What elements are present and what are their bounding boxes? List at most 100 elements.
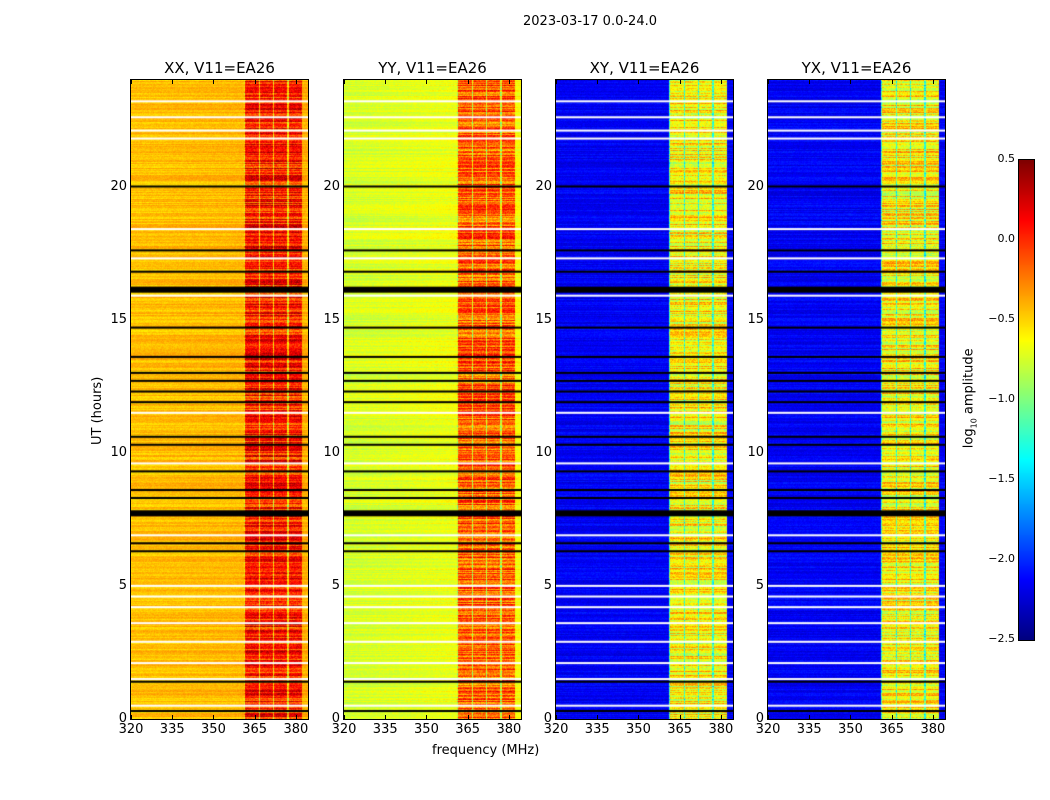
- figure-title: 2023-03-17 0.0-24.0: [523, 14, 657, 29]
- x-tick-mark: [295, 715, 297, 719]
- x-tick-mark: [768, 715, 769, 719]
- x-axis-label: frequency (MHz): [432, 743, 540, 758]
- x-tick-mark: [385, 80, 387, 84]
- y-tick-label: 10: [535, 444, 552, 460]
- y-tick-label: 0: [331, 711, 340, 726]
- y-tick-label: 15: [747, 311, 764, 327]
- x-tick-mark: [932, 80, 934, 84]
- x-tick-label: 365: [455, 722, 481, 737]
- x-tick-mark: [254, 715, 256, 719]
- y-tick-label: 10: [747, 444, 764, 460]
- x-tick-mark: [597, 715, 599, 719]
- y-tick-label: 20: [535, 178, 552, 194]
- x-tick-mark: [131, 80, 132, 84]
- x-tick-mark: [426, 715, 428, 719]
- x-tick-label: 320: [755, 722, 781, 737]
- x-tick-label: 335: [584, 722, 610, 737]
- x-tick-mark: [597, 80, 599, 84]
- colorbar-label-rest: amplitude: [961, 348, 977, 419]
- panel-title: YY, V11=EA26: [378, 59, 487, 77]
- x-tick-mark: [850, 715, 852, 719]
- colorbar-tick-label: −0.5: [988, 312, 1015, 325]
- panel-title: XY, V11=EA26: [589, 59, 700, 77]
- heatmap-image: [768, 80, 945, 719]
- x-tick-label: 350: [626, 722, 651, 737]
- panel-title: XX, V11=EA26: [164, 59, 275, 77]
- x-tick-label: 365: [667, 722, 693, 737]
- x-tick-label: 335: [372, 722, 398, 737]
- colorbar-tick-label: −1.5: [988, 472, 1015, 485]
- y-tick-label: 20: [110, 178, 127, 194]
- x-tick-mark: [172, 715, 174, 719]
- colorbar-tick-label: 0.0: [997, 232, 1016, 245]
- x-tick-mark: [932, 715, 934, 719]
- x-tick-mark: [344, 715, 345, 719]
- x-tick-label: 320: [331, 722, 357, 737]
- x-tick-mark: [467, 715, 469, 719]
- colorbar-tick-label: −1.0: [988, 392, 1015, 405]
- x-tick-mark: [638, 80, 640, 84]
- x-tick-mark: [638, 715, 640, 719]
- x-tick-label: 365: [242, 722, 268, 737]
- x-tick-mark: [720, 80, 722, 84]
- x-tick-label: 320: [543, 722, 569, 737]
- x-tick-mark: [850, 80, 852, 84]
- x-tick-mark: [809, 80, 811, 84]
- heatmap-image: [344, 80, 521, 719]
- x-tick-mark: [385, 715, 387, 719]
- y-axis-label: UT (hours): [90, 376, 105, 445]
- y-tick-label: 10: [110, 444, 127, 460]
- colorbar-label: log10 amplitude: [962, 343, 979, 453]
- x-tick-mark: [213, 80, 215, 84]
- colorbar-tick-label: −2.5: [988, 632, 1015, 645]
- colorbar-tick-label: −2.0: [988, 552, 1015, 565]
- x-tick-label: 350: [201, 722, 226, 737]
- colorbar: [1018, 159, 1035, 641]
- x-tick-mark: [556, 80, 557, 84]
- y-tick-label: 15: [323, 311, 340, 327]
- y-tick-label: 5: [118, 577, 127, 593]
- x-tick-mark: [809, 715, 811, 719]
- colorbar-tick-label: 0.5: [997, 152, 1016, 165]
- x-tick-mark: [891, 715, 893, 719]
- heatmap-image: [131, 80, 308, 719]
- x-tick-label: 380: [920, 722, 946, 737]
- y-tick-label: 5: [331, 577, 340, 593]
- y-tick-label: 20: [747, 178, 764, 194]
- x-tick-label: 380: [283, 722, 309, 737]
- x-tick-mark: [679, 715, 681, 719]
- heatmap-panel-2: [555, 79, 734, 720]
- y-tick-label: 0: [543, 711, 552, 726]
- y-tick-label: 0: [755, 711, 764, 726]
- x-tick-mark: [344, 80, 345, 84]
- colorbar-gradient: [1019, 160, 1034, 640]
- x-tick-mark: [131, 715, 132, 719]
- x-tick-label: 335: [796, 722, 822, 737]
- x-tick-label: 365: [879, 722, 905, 737]
- x-tick-mark: [254, 80, 256, 84]
- x-tick-mark: [891, 80, 893, 84]
- y-tick-label: 0: [118, 711, 127, 726]
- heatmap-panel-0: [130, 79, 309, 720]
- y-tick-label: 5: [755, 577, 764, 593]
- x-tick-mark: [556, 715, 557, 719]
- y-tick-label: 5: [543, 577, 552, 593]
- heatmap-panel-3: [767, 79, 946, 720]
- x-tick-label: 335: [159, 722, 185, 737]
- heatmap-image: [556, 80, 733, 719]
- y-tick-label: 15: [110, 311, 127, 327]
- heatmap-panel-1: [343, 79, 522, 720]
- x-tick-mark: [508, 80, 510, 84]
- x-tick-mark: [720, 715, 722, 719]
- y-tick-label: 10: [323, 444, 340, 460]
- x-tick-mark: [508, 715, 510, 719]
- x-tick-mark: [679, 80, 681, 84]
- x-tick-mark: [426, 80, 428, 84]
- y-tick-label: 20: [323, 178, 340, 194]
- x-tick-label: 320: [118, 722, 144, 737]
- x-tick-mark: [172, 80, 174, 84]
- x-tick-label: 380: [496, 722, 522, 737]
- x-tick-mark: [295, 80, 297, 84]
- x-tick-label: 380: [708, 722, 734, 737]
